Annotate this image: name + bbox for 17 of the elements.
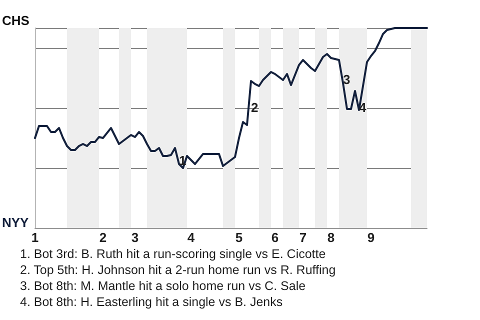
x-tick-label: 1 (31, 230, 39, 245)
annotation: 2 (251, 100, 258, 115)
x-tick-label: 2 (99, 230, 107, 245)
x-tick-label: 6 (271, 230, 279, 245)
annotation: 3 (343, 72, 350, 87)
x-tick-label: 7 (299, 230, 307, 245)
x-tick-label: 4 (187, 230, 196, 245)
text: CHS (2, 13, 30, 28)
text: 2. Top 5th: H. Johnson hit a 2-run home run vs R. Ruffing (20, 262, 336, 278)
x-tick-label: 3 (131, 230, 139, 245)
text: 1. Bot 3rd: B. Ruth hit a run-scoring single vs E. Cicotte (20, 246, 327, 262)
text: 4. Bot 8th: H. Easterling hit a single vs B. Jenks (20, 294, 284, 310)
x-tick-label: 8 (327, 230, 335, 245)
x-tick-label: 5 (235, 230, 243, 245)
text: NYY (2, 215, 30, 230)
text: 3. Bot 8th: M. Mantle hit a solo home run vs C. Sale (20, 278, 307, 294)
x-tick-label: 9 (367, 230, 375, 245)
